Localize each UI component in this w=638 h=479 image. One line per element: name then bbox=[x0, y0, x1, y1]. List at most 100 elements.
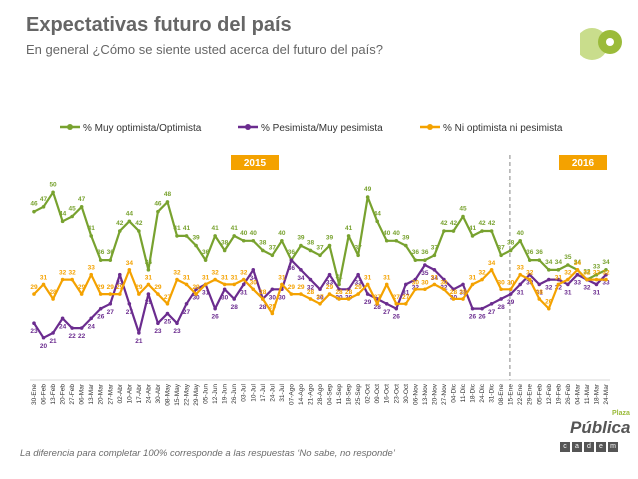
x-tick-label: 15-May bbox=[174, 383, 181, 405]
data-point bbox=[356, 272, 360, 277]
data-point bbox=[318, 302, 322, 306]
data-point bbox=[518, 282, 522, 287]
data-point bbox=[280, 238, 284, 243]
logo-box: d bbox=[584, 442, 594, 452]
x-tick-label: 19-Feb bbox=[555, 384, 562, 405]
x-tick-label: 10-Abr bbox=[126, 383, 133, 403]
data-point bbox=[566, 277, 570, 282]
data-label: 38 bbox=[259, 239, 267, 246]
data-label: 45 bbox=[69, 206, 77, 213]
data-label: 32 bbox=[526, 270, 534, 277]
data-point bbox=[556, 277, 561, 282]
data-label: 30 bbox=[421, 279, 429, 286]
data-point bbox=[327, 243, 332, 248]
logo-box: a bbox=[572, 442, 582, 452]
data-point bbox=[165, 200, 170, 204]
data-point bbox=[547, 306, 551, 311]
data-label: 27 bbox=[374, 294, 382, 301]
data-label: 31 bbox=[383, 274, 391, 281]
logo-box: e bbox=[596, 442, 606, 452]
x-tick-label: 25-Sep bbox=[355, 384, 362, 405]
x-tick-label: 10-Jul bbox=[250, 383, 257, 401]
data-point bbox=[527, 277, 532, 282]
data-label: 37 bbox=[269, 244, 277, 251]
x-tick-label: 05-Feb bbox=[536, 384, 543, 405]
data-label: 22 bbox=[69, 333, 77, 340]
data-label: 24 bbox=[59, 323, 67, 330]
data-label: 22 bbox=[78, 333, 86, 340]
data-label: 20 bbox=[40, 343, 48, 350]
data-label: 30 bbox=[507, 279, 515, 286]
data-point bbox=[518, 238, 522, 243]
data-label: 36 bbox=[412, 249, 420, 256]
data-point bbox=[346, 287, 351, 292]
data-point bbox=[585, 277, 589, 282]
data-label: 34 bbox=[126, 260, 134, 267]
data-point bbox=[518, 272, 522, 277]
legend-marker bbox=[245, 124, 251, 130]
data-label: 28 bbox=[259, 289, 267, 296]
data-point bbox=[203, 282, 208, 287]
data-point bbox=[137, 229, 141, 233]
x-tick-label: 14-Ago bbox=[298, 384, 305, 405]
x-tick-label: 09-Oct bbox=[374, 384, 381, 404]
data-label: 25 bbox=[164, 319, 172, 326]
data-point bbox=[194, 243, 198, 248]
data-label: 33 bbox=[526, 280, 534, 287]
data-label: 31 bbox=[402, 289, 410, 296]
data-point bbox=[118, 272, 122, 277]
data-point bbox=[461, 297, 465, 301]
data-point bbox=[194, 287, 198, 292]
data-point bbox=[413, 258, 418, 262]
data-label: 30 bbox=[316, 294, 324, 301]
data-point bbox=[108, 258, 113, 262]
data-point bbox=[79, 205, 84, 209]
data-point bbox=[537, 282, 542, 287]
data-label: 27 bbox=[126, 309, 134, 316]
data-label: 28 bbox=[450, 289, 458, 296]
data-point bbox=[461, 214, 465, 219]
x-tick-label: 27-Nov bbox=[441, 383, 448, 405]
data-point bbox=[404, 302, 408, 306]
data-label: 41 bbox=[212, 225, 220, 232]
data-point bbox=[175, 234, 179, 238]
data-label: 27 bbox=[164, 294, 172, 301]
data-point bbox=[222, 282, 227, 287]
x-tick-label: 08-May bbox=[164, 383, 171, 405]
data-label: 37 bbox=[431, 244, 439, 251]
data-label: 26 bbox=[545, 299, 553, 306]
data-label: 29 bbox=[355, 284, 363, 291]
data-label: 34 bbox=[574, 259, 582, 266]
data-point bbox=[184, 302, 189, 306]
data-label: 28 bbox=[536, 289, 544, 296]
data-label: 27 bbox=[183, 309, 191, 316]
data-label: 36 bbox=[288, 265, 296, 272]
data-point bbox=[451, 287, 456, 292]
data-label: 33 bbox=[355, 280, 363, 287]
logo-box: c bbox=[560, 442, 570, 452]
data-label: 31 bbox=[364, 274, 372, 281]
data-point bbox=[318, 253, 322, 258]
data-point bbox=[137, 331, 141, 335]
data-point bbox=[547, 277, 551, 282]
data-label: 40 bbox=[383, 230, 391, 237]
data-point bbox=[41, 205, 46, 209]
data-label: 46 bbox=[154, 201, 162, 208]
data-label: 31 bbox=[555, 274, 563, 281]
data-point bbox=[489, 229, 494, 233]
data-label: 28 bbox=[307, 289, 315, 296]
data-point bbox=[89, 234, 93, 238]
data-label: 29 bbox=[107, 284, 115, 291]
data-label: 31 bbox=[517, 289, 525, 296]
data-label: 41 bbox=[231, 225, 239, 232]
data-point bbox=[499, 297, 503, 301]
data-point bbox=[337, 287, 341, 292]
data-label: 33 bbox=[517, 265, 525, 272]
data-point bbox=[165, 302, 170, 306]
data-point bbox=[423, 258, 427, 262]
data-label: 42 bbox=[450, 220, 458, 227]
data-label: 32 bbox=[69, 270, 77, 277]
data-label: 31 bbox=[469, 274, 477, 281]
legend-marker bbox=[427, 124, 433, 130]
data-label: 41 bbox=[469, 225, 477, 232]
